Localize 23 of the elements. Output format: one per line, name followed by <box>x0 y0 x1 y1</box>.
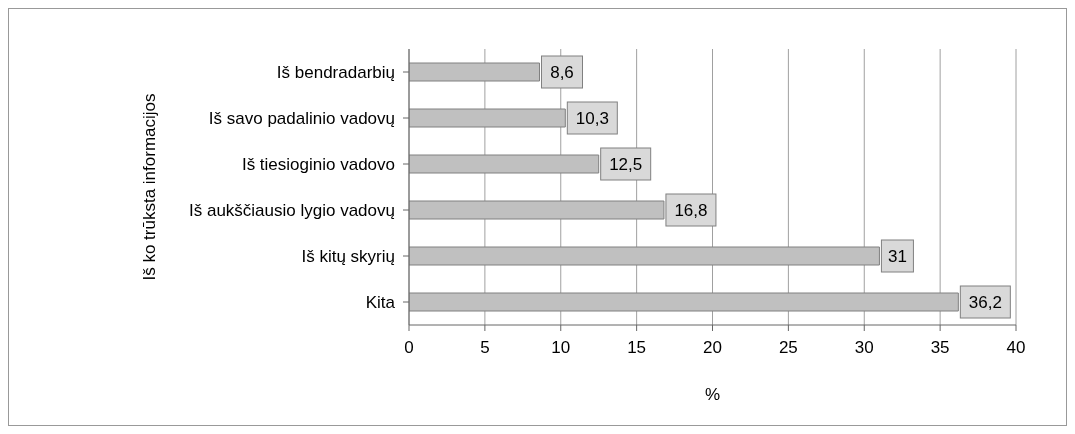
x-tick-label: 40 <box>1006 338 1026 358</box>
y-tick-label: Iš bendradarbių <box>276 63 395 83</box>
y-tick-label: Iš savo padalinio vadovų <box>208 109 395 129</box>
data-label: 10,3 <box>575 109 609 128</box>
x-tick-label: 30 <box>854 338 874 358</box>
y-tick-label: Kita <box>365 293 396 313</box>
y-tick-label: Iš kitų skyrių <box>301 247 395 267</box>
y-tick-label: Iš aukščiausio lygio vadovų <box>188 201 395 221</box>
y-tick-label: Iš tiesioginio vadovo <box>241 155 395 175</box>
x-tick-label: 20 <box>703 338 722 358</box>
x-tick-label: 35 <box>930 338 950 358</box>
x-tick-label: 15 <box>627 338 647 358</box>
x-axis-title: % <box>704 385 721 404</box>
x-tick-label: 0 <box>404 338 414 358</box>
data-label: 36,2 <box>968 293 1002 312</box>
data-label: 16,8 <box>674 201 708 220</box>
data-label: 12,5 <box>609 155 643 174</box>
y-axis-title: Iš ko trūksta informacijos <box>140 93 160 281</box>
data-label: 31 <box>887 247 907 266</box>
x-tick-label: 10 <box>551 338 571 358</box>
x-tick-label: 25 <box>778 338 798 358</box>
x-tick-label: 5 <box>480 338 490 358</box>
data-label: 8,6 <box>550 63 574 82</box>
